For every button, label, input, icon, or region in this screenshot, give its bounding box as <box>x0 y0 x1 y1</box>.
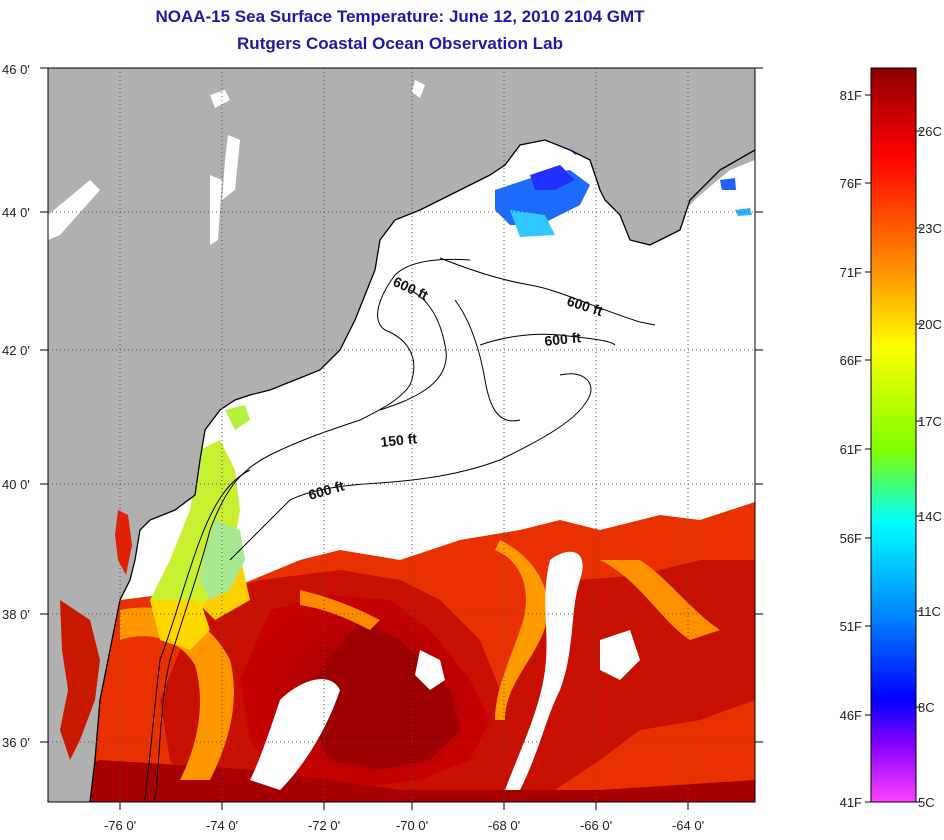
colorbar-c-label: 11C <box>918 604 941 619</box>
axis-ticks <box>40 67 763 810</box>
colorbar-f-label: 41F <box>840 795 862 810</box>
lon-label-74: -74 0' <box>206 818 238 833</box>
coastline <box>89 139 755 802</box>
land-no-data <box>48 80 425 415</box>
lon-label-70: -70 0' <box>396 818 428 833</box>
colorbar-f-label: 61F <box>840 442 862 457</box>
colorbar-f-label: 71F <box>840 265 862 280</box>
colorbar-f-label: 56F <box>840 531 862 546</box>
lat-label-46: 46 0' <box>2 62 30 77</box>
map-subtitle: Rutgers Coastal Ocean Observation Lab <box>237 34 563 53</box>
lon-label-76: -76 0' <box>104 818 136 833</box>
colorbar-c-label: 17C <box>918 414 942 429</box>
lat-label-42: 42 0' <box>2 343 30 358</box>
lon-label-64: -64 0' <box>672 818 704 833</box>
map-frame <box>47 67 756 803</box>
inland-bays <box>60 510 132 760</box>
colorbar-c-label: 8C <box>918 700 935 715</box>
colorbar-f-label: 51F <box>840 619 862 634</box>
lat-label-36: 36 0' <box>2 735 30 750</box>
colorbar: 81F 76F 71F 66F 61F 56F 51F 46F 41F 26C … <box>840 67 942 810</box>
colorbar-c-label: 20C <box>918 317 942 332</box>
lon-label-66: -66 0' <box>580 818 612 833</box>
lon-label-68: -68 0' <box>488 818 520 833</box>
colorbar-c-label: 14C <box>918 509 942 524</box>
lat-label-38: 38 0' <box>2 607 30 622</box>
colorbar-f-label: 81F <box>840 88 862 103</box>
map-title: NOAA-15 Sea Surface Temperature: June 12… <box>155 7 645 26</box>
colorbar-c-label: 26C <box>918 124 942 139</box>
lat-label-44: 44 0' <box>2 205 30 220</box>
depth-contours <box>144 257 656 801</box>
cloud-cover <box>250 551 640 790</box>
depth-label: 150 ft <box>380 430 418 450</box>
colorbar-gradient <box>870 67 917 803</box>
colorbar-c-label: 5C <box>918 795 935 810</box>
colorbar-f-label: 46F <box>840 708 862 723</box>
lat-label-40: 40 0' <box>2 477 30 492</box>
lon-label-72: -72 0' <box>308 818 340 833</box>
depth-label: 600 ft <box>544 329 582 349</box>
colorbar-f-label: 66F <box>840 353 862 368</box>
colorbar-c-label: 23C <box>918 221 942 236</box>
colorbar-f-label: 76F <box>840 176 862 191</box>
